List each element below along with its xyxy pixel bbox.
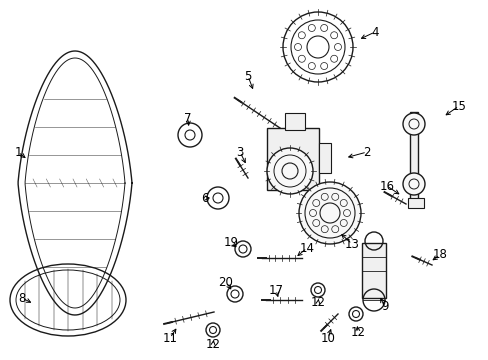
- Text: 1: 1: [14, 145, 21, 158]
- Text: 14: 14: [299, 242, 314, 255]
- Bar: [285, 113, 305, 130]
- Text: 10: 10: [320, 332, 335, 345]
- Text: 9: 9: [381, 301, 388, 314]
- Circle shape: [402, 173, 424, 195]
- Bar: [409, 112, 417, 202]
- Text: 3: 3: [236, 145, 243, 158]
- Text: 8: 8: [18, 292, 26, 305]
- Text: 18: 18: [432, 248, 447, 261]
- Text: 15: 15: [450, 99, 466, 112]
- Text: 4: 4: [370, 26, 378, 39]
- Circle shape: [402, 113, 424, 135]
- Bar: [266, 128, 318, 190]
- Text: 11: 11: [162, 332, 177, 345]
- Text: 12: 12: [350, 327, 365, 339]
- Text: 19: 19: [223, 237, 238, 249]
- Circle shape: [266, 148, 312, 194]
- Text: 17: 17: [268, 284, 283, 297]
- Bar: [407, 198, 423, 208]
- Text: 16: 16: [379, 180, 394, 193]
- Circle shape: [298, 182, 360, 244]
- Text: 20: 20: [218, 275, 233, 288]
- Text: 6: 6: [201, 192, 208, 204]
- Bar: [318, 143, 330, 173]
- Text: 13: 13: [344, 238, 359, 251]
- Bar: [361, 243, 385, 298]
- Text: 2: 2: [363, 145, 370, 158]
- Text: 5: 5: [244, 69, 251, 82]
- Text: 12: 12: [205, 338, 220, 351]
- Text: 7: 7: [184, 112, 191, 125]
- Text: 12: 12: [310, 297, 325, 310]
